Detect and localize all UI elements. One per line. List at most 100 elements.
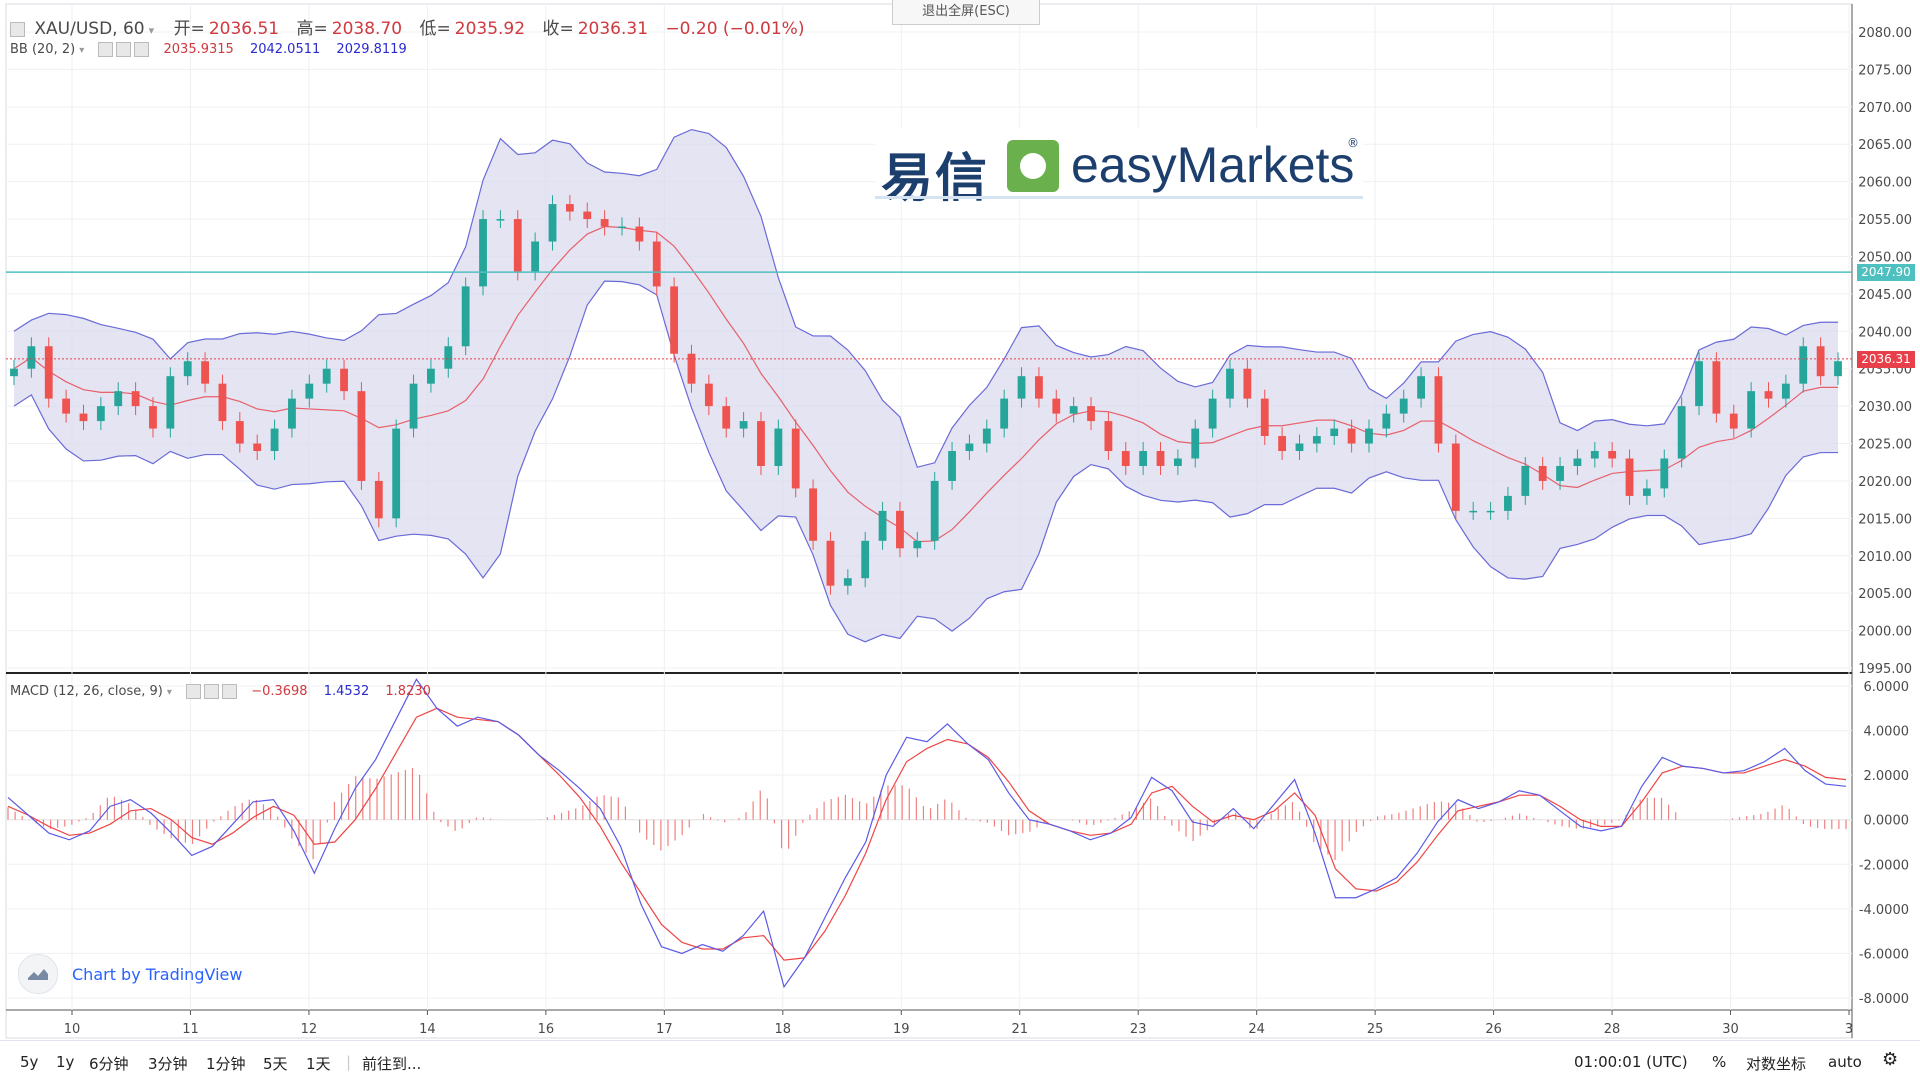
candle-body	[861, 540, 870, 579]
exit-fullscreen-button[interactable]: 退出全屏(ESC)	[892, 0, 1040, 25]
candle-body	[114, 391, 123, 407]
candle-body	[10, 368, 18, 377]
candle-body	[392, 428, 401, 519]
candle-body	[982, 428, 991, 444]
candle-body	[1052, 398, 1061, 414]
price-tick-label: 2045.00	[1858, 288, 1912, 303]
candle-body	[1069, 406, 1078, 414]
macd-tick-label: -6.0000	[1859, 947, 1909, 962]
eye-icon[interactable]	[98, 42, 114, 57]
utc-clock[interactable]: 01:00:01 (UTC)	[1574, 1053, 1688, 1071]
price-tick-label: 2000.00	[1858, 625, 1912, 640]
candle-body	[1608, 451, 1617, 459]
band-lower-line	[13, 280, 1838, 643]
open-label: 开=	[173, 19, 205, 39]
candle-body	[1729, 413, 1738, 429]
tradingview-credit[interactable]: Chart by TradingView	[18, 954, 243, 994]
logo-en-text: easyMarkets	[1071, 137, 1355, 193]
macd-value: 1.4532	[323, 684, 370, 699]
gear-icon[interactable]	[116, 42, 132, 57]
macd-legend: MACD (12, 26, close, 9) ▾ −0.3698 1.4532 …	[10, 684, 431, 699]
logo-underline	[875, 196, 1363, 199]
candle-body	[1573, 458, 1582, 466]
price-tick-label: 1995.00	[1858, 662, 1912, 677]
price-tick-label: 2070.00	[1858, 101, 1912, 116]
price-lines	[6, 271, 1852, 360]
candle-body	[288, 398, 296, 429]
candle-body	[1486, 510, 1495, 513]
low-value: 2035.92	[454, 19, 526, 39]
price-tick-label: 2020.00	[1858, 475, 1912, 490]
candle-body	[896, 510, 904, 549]
log-scale-button[interactable]: 对数坐标	[1746, 1055, 1807, 1073]
gear-icon[interactable]: ⚙	[1882, 1049, 1899, 1070]
candle-body	[1434, 376, 1443, 444]
close-icon[interactable]	[134, 42, 150, 57]
logo-cn-text: 易信	[881, 149, 990, 209]
candle-body	[826, 540, 835, 586]
candle-body	[1451, 443, 1460, 511]
candle-body	[791, 428, 800, 489]
candle-body	[618, 226, 626, 229]
candle-body	[149, 406, 157, 429]
range-5d-button[interactable]: 5天	[263, 1055, 288, 1073]
symbol-label[interactable]: XAU/USD, 60	[34, 19, 145, 39]
close-icon[interactable]	[222, 684, 238, 699]
collapse-icon[interactable]	[10, 21, 25, 37]
macd-label[interactable]: MACD (12, 26, close, 9)	[10, 684, 163, 699]
candle-body	[1799, 346, 1808, 384]
candle-body	[513, 219, 522, 272]
bb-basis-value: 2035.9315	[163, 42, 234, 57]
range-6min-button[interactable]: 6分钟	[89, 1055, 129, 1073]
change-value: −0.20 (−0.01%)	[665, 19, 805, 39]
eye-icon[interactable]	[186, 684, 202, 699]
auto-scale-button[interactable]: auto	[1828, 1053, 1862, 1071]
bb-label[interactable]: BB (20, 2)	[10, 42, 76, 57]
range-1min-button[interactable]: 1分钟	[206, 1055, 246, 1073]
candle-body	[1260, 398, 1269, 437]
candle-body	[461, 286, 470, 347]
gear-icon[interactable]	[204, 684, 220, 699]
goto-date-button[interactable]: 前往到...	[362, 1055, 422, 1073]
time-tick-label: 30	[1722, 1022, 1739, 1037]
toolbar-divider: |	[346, 1053, 352, 1071]
candle-body	[1017, 376, 1026, 399]
candle-body	[704, 383, 713, 407]
range-5y-button[interactable]: 5y	[20, 1053, 39, 1071]
chevron-down-icon[interactable]: ▾	[148, 24, 155, 37]
candle-body	[44, 346, 53, 399]
candle-body	[1677, 406, 1686, 459]
candle-body	[444, 346, 453, 369]
time-tick-label: 17	[656, 1022, 673, 1037]
time-tick-label: 26	[1485, 1022, 1502, 1037]
chevron-down-icon[interactable]: ▾	[79, 45, 85, 56]
range-1y-button[interactable]: 1y	[56, 1053, 75, 1071]
candle-body	[548, 204, 557, 242]
time-tick-label: 12	[301, 1022, 318, 1037]
time-tick-label: 25	[1367, 1022, 1384, 1037]
candle-body	[96, 406, 105, 422]
tradingview-credit-text[interactable]: Chart by TradingView	[72, 964, 243, 984]
candle-body	[1469, 510, 1478, 513]
range-1d-button[interactable]: 1天	[306, 1055, 331, 1073]
time-tick-label: 28	[1604, 1022, 1621, 1037]
macd-line	[7, 678, 1847, 989]
close-label: 收=	[542, 19, 574, 39]
macd-tick-label: -8.0000	[1859, 992, 1909, 1007]
easymarkets-logo: 易信 easyMarkets ®	[875, 128, 1363, 209]
time-tick-label: 24	[1248, 1022, 1265, 1037]
macd-tick-label: -2.0000	[1859, 858, 1909, 873]
band-fill	[14, 129, 1838, 642]
macd-pane	[6, 678, 1852, 989]
chevron-down-icon[interactable]: ▾	[166, 687, 172, 698]
time-tick-label: 14	[419, 1022, 436, 1037]
candle-body	[1208, 398, 1217, 429]
range-3min-button[interactable]: 3分钟	[148, 1055, 188, 1073]
candle-body	[270, 428, 279, 452]
candle-body	[1764, 391, 1773, 399]
percent-scale-button[interactable]: %	[1712, 1053, 1727, 1071]
tradingview-cloud-icon[interactable]	[18, 954, 58, 994]
candle-body	[1243, 368, 1252, 399]
price-tick-label: 2015.00	[1858, 512, 1912, 527]
